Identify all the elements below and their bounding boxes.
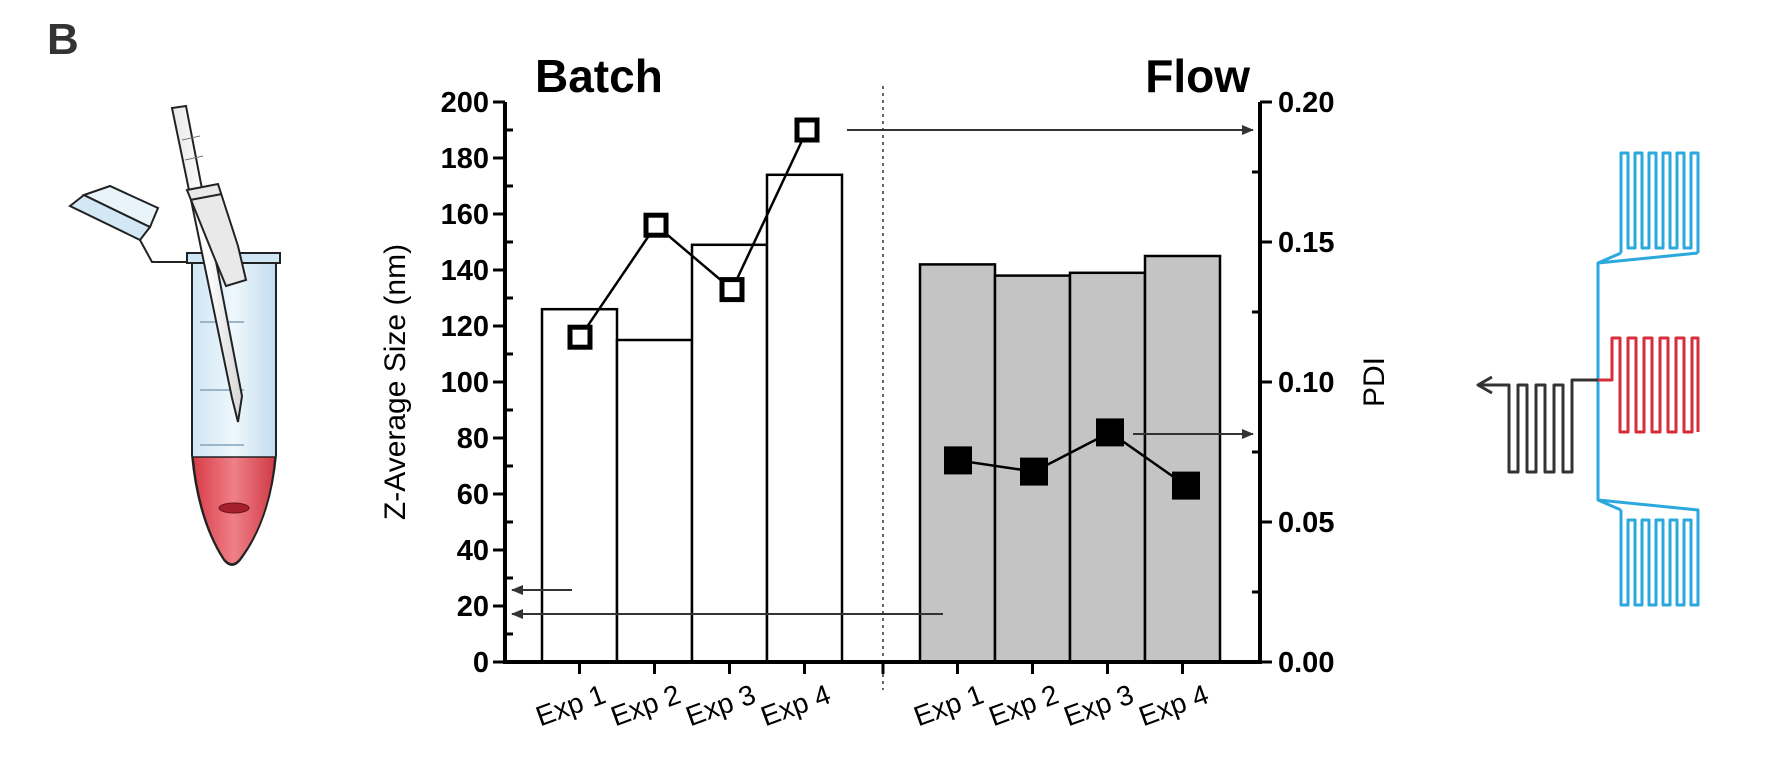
y2-tick-label: 0.10 xyxy=(1278,367,1334,399)
y2-axis-label: PDI xyxy=(1358,357,1391,407)
y-tick-label: 180 xyxy=(441,143,489,175)
pdi-marker-flow-2 xyxy=(1020,457,1048,486)
pdi-marker-flow-3 xyxy=(1096,418,1124,447)
x-tick-label: Exp 1 xyxy=(910,679,988,733)
plot-area: 0 20 40 60 80 100 120 140 160 180 200 0.00 0.05 0.10 0… xyxy=(379,50,1391,732)
x-tick-label: Exp 3 xyxy=(682,679,760,733)
y-tick-label: 200 xyxy=(441,87,489,119)
y-tick-label: 0 xyxy=(473,647,489,679)
pdi-marker-batch-1 xyxy=(567,324,593,350)
bar-batch-3 xyxy=(690,243,769,664)
bar-batch-1 xyxy=(540,307,619,664)
group-title-batch: Batch xyxy=(535,50,663,102)
x-tick-label: Exp 2 xyxy=(985,679,1063,733)
pdi-marker-batch-3 xyxy=(719,277,745,303)
y2-tick-label: 0.00 xyxy=(1278,647,1334,679)
bar-batch-4 xyxy=(765,173,844,664)
x-tick-label: Exp 1 xyxy=(532,679,610,733)
pdi-marker-flow-1 xyxy=(944,446,972,475)
panel-label: B xyxy=(47,15,79,64)
y2-tick-label: 0.20 xyxy=(1278,87,1334,119)
pdi-line-batch xyxy=(730,129,809,291)
y-tick-label: 60 xyxy=(457,479,489,511)
x-tick-label: Exp 4 xyxy=(1135,679,1213,733)
y-tick-label: 160 xyxy=(441,199,489,231)
x-tick-label: Exp 3 xyxy=(1060,679,1138,733)
x-tick-label: Exp 2 xyxy=(607,679,685,733)
y-tick-label: 40 xyxy=(457,535,489,567)
x-tick-label: Exp 4 xyxy=(757,679,835,733)
group-title-flow: Flow xyxy=(1145,50,1250,102)
pdi-line-batch xyxy=(578,224,658,338)
bar-flow-3 xyxy=(1068,271,1147,664)
bar-flow-4 xyxy=(1143,254,1222,664)
y-tick-label: 20 xyxy=(457,591,489,623)
y-tick-label: 100 xyxy=(441,367,489,399)
microfluidic-chip-icon xyxy=(1476,151,1700,607)
pdi-marker-flow-4 xyxy=(1172,471,1200,500)
y-tick-label: 140 xyxy=(441,255,489,287)
pdi-line-batch xyxy=(655,224,733,291)
y-tick-label: 120 xyxy=(441,311,489,343)
pdi-marker-batch-4 xyxy=(794,117,820,143)
y2-tick-label: 0.05 xyxy=(1278,507,1334,539)
eppendorf-tube-icon xyxy=(68,104,281,566)
y-axis-label: Z-Average Size (nm) xyxy=(379,244,412,520)
y2-tick-label: 0.15 xyxy=(1278,227,1334,259)
pdi-marker-batch-2 xyxy=(643,212,669,238)
y-tick-label: 80 xyxy=(457,423,489,455)
